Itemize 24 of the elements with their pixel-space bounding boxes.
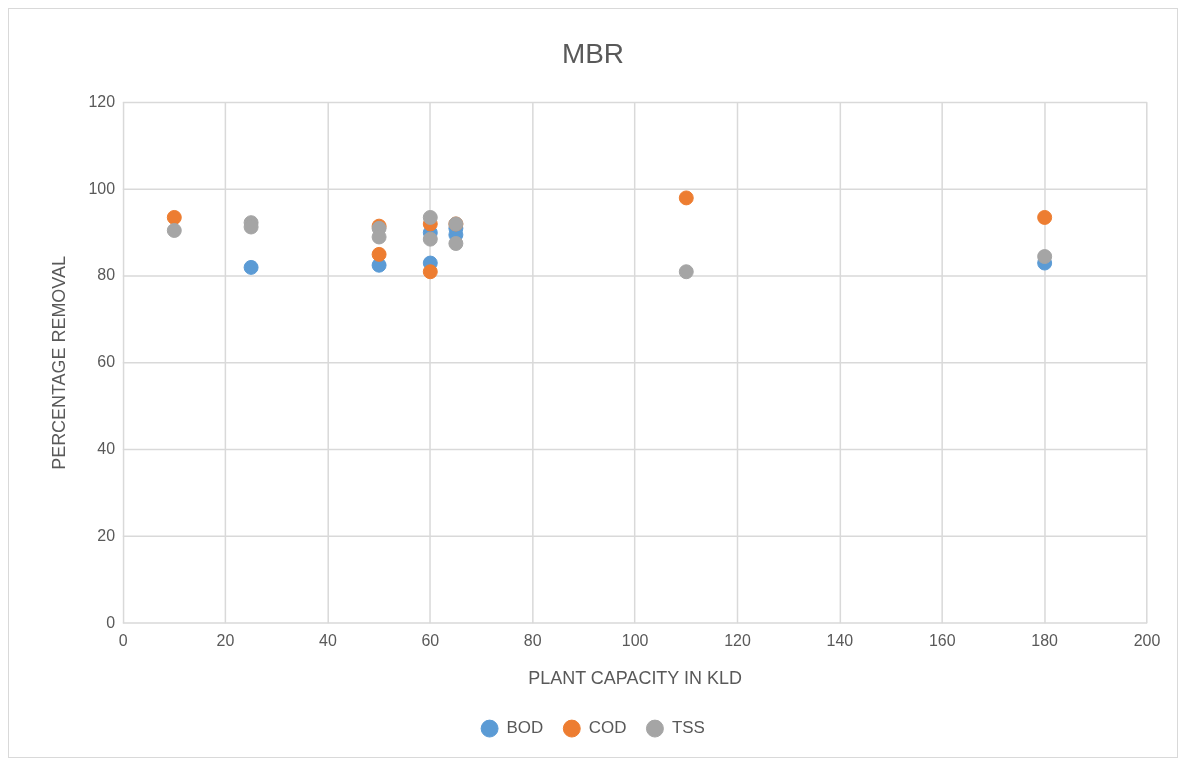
x-tick-label: 180	[1031, 631, 1059, 649]
x-tick-label: 20	[216, 631, 235, 649]
y-axis-title: PERCENTAGE REMOVAL	[48, 256, 69, 470]
x-axis-title: PLANT CAPACITY IN KLD	[528, 668, 742, 689]
y-tick-label: 40	[97, 440, 116, 458]
y-tick-label: 120	[88, 92, 116, 110]
y-tick-label: 20	[97, 527, 116, 545]
x-tick-label: 160	[928, 631, 956, 649]
legend-label: COD	[588, 718, 627, 738]
x-tick-label: 0	[118, 631, 128, 649]
x-tick-label: 80	[523, 631, 542, 649]
chart-title: MBR	[561, 38, 625, 70]
legend-label: BOD	[506, 718, 544, 738]
x-tick-label: 120	[724, 631, 751, 649]
y-tick-label: 80	[97, 266, 116, 284]
legend-label: TSS	[671, 718, 705, 738]
x-tick-label: 140	[826, 631, 854, 649]
x-tick-label: 60	[421, 631, 440, 649]
x-tick-label: 40	[319, 631, 337, 649]
x-tick-label: 200	[1133, 631, 1161, 649]
y-tick-label: 60	[97, 353, 116, 371]
x-tick-label: 100	[621, 631, 649, 649]
y-tick-label: 100	[88, 179, 116, 197]
y-tick-label: 0	[106, 613, 116, 631]
